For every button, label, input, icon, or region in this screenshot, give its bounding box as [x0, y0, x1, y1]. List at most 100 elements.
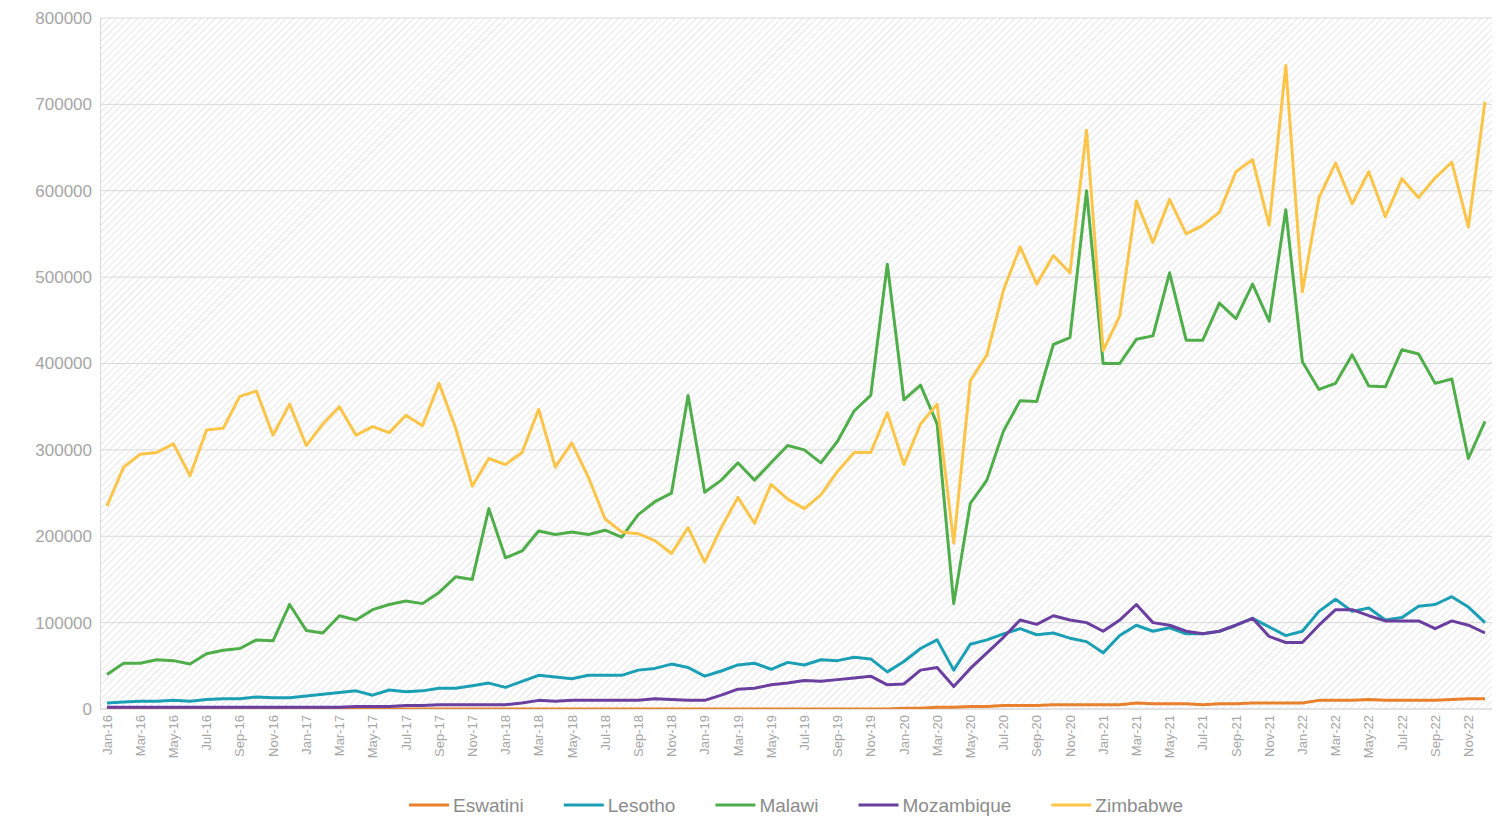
y-tick-label: 100000	[35, 614, 92, 633]
x-tick: Nov-21	[1262, 715, 1277, 757]
x-tick: Mar-20	[930, 715, 945, 756]
x-tick-label: Jul-16	[199, 715, 214, 750]
lines	[107, 66, 1485, 709]
x-tick: May-19	[764, 715, 779, 758]
x-tick-label: Jan-22	[1295, 715, 1310, 755]
x-tick-label: Jan-17	[299, 715, 314, 755]
x-tick: Sep-18	[631, 715, 646, 757]
series-line	[107, 604, 1485, 707]
x-tick-label: May-16	[166, 715, 181, 758]
x-tick: Sep-21	[1229, 715, 1244, 757]
x-tick-label: Nov-17	[465, 715, 480, 757]
x-tick-label: Jul-20	[996, 715, 1011, 750]
x-tick-label: Sep-16	[232, 715, 247, 757]
y-tick: 300000	[35, 441, 100, 460]
x-tick-label: Mar-17	[332, 715, 347, 756]
legend-swatch	[409, 804, 449, 807]
y-tick: 700000	[35, 95, 100, 114]
legend-swatch	[1051, 804, 1091, 807]
x-tick-label: Jan-19	[697, 715, 712, 755]
grid-line	[100, 363, 1492, 364]
x-tick: Nov-16	[266, 715, 281, 757]
y-tick-label: 700000	[35, 95, 92, 114]
x-tick-label: Mar-16	[133, 715, 148, 756]
x-tick-label: Jul-18	[598, 715, 613, 750]
x-tick: May-18	[565, 715, 580, 758]
y-tick-label: 500000	[35, 268, 92, 287]
x-tick-label: Mar-21	[1129, 715, 1144, 756]
legend-swatch	[715, 804, 755, 807]
x-tick: Jan-18	[498, 715, 513, 755]
y-tick: 400000	[35, 354, 100, 373]
x-tick: Nov-22	[1461, 715, 1476, 757]
legend: EswatiniLesothoMalawiMozambiqueZimbabwe	[409, 795, 1183, 816]
x-tick: Mar-19	[731, 715, 746, 756]
legend-label: Lesotho	[608, 795, 676, 816]
x-tick: Jan-16	[100, 715, 115, 755]
x-tick-label: Jul-19	[797, 715, 812, 750]
x-tick: Mar-18	[531, 715, 546, 756]
x-tick: Nov-19	[863, 715, 878, 757]
legend-item: Eswatini	[409, 795, 524, 816]
grid-line	[100, 536, 1492, 537]
x-tick-label: Nov-16	[266, 715, 281, 757]
x-tick-label: Sep-22	[1428, 715, 1443, 757]
x-tick-label: Sep-18	[631, 715, 646, 757]
y-tick: 200000	[35, 527, 100, 546]
legend-label: Zimbabwe	[1095, 795, 1183, 816]
y-tick-label: 0	[83, 700, 92, 719]
x-tick-label: Sep-20	[1029, 715, 1044, 757]
x-tick-label: Mar-19	[731, 715, 746, 756]
y-tick: 500000	[35, 268, 100, 287]
x-tick-label: Jan-16	[100, 715, 115, 755]
legend-item: Zimbabwe	[1051, 795, 1183, 816]
x-tick-label: Mar-20	[930, 715, 945, 756]
x-tick: Jan-22	[1295, 715, 1310, 755]
x-tick-label: Jan-20	[897, 715, 912, 755]
x-tick: Jul-21	[1195, 715, 1210, 750]
x-tick: May-20	[963, 715, 978, 758]
x-tick: Jul-16	[199, 715, 214, 750]
grid-line	[100, 622, 1492, 623]
legend-item: Mozambique	[859, 795, 1012, 816]
x-tick-label: Nov-19	[863, 715, 878, 757]
x-tick-label: May-17	[365, 715, 380, 758]
x-tick: May-17	[365, 715, 380, 758]
x-tick-label: Jul-21	[1195, 715, 1210, 750]
legend-item: Lesotho	[564, 795, 676, 816]
x-tick-label: Mar-22	[1328, 715, 1343, 756]
x-tick: May-21	[1162, 715, 1177, 758]
grid-line	[100, 18, 1492, 19]
y-tick: 800000	[35, 9, 100, 28]
grid-line	[100, 449, 1492, 450]
x-tick: Jul-20	[996, 715, 1011, 750]
y-tick-label: 200000	[35, 527, 92, 546]
y-tick-label: 600000	[35, 182, 92, 201]
y-axis-line	[100, 19, 101, 710]
x-tick: Sep-16	[232, 715, 247, 757]
grid-line	[100, 277, 1492, 278]
chart: 0 100000 200000 300000 400000 500000 600000 700…	[0, 0, 1506, 830]
x-tick: Jul-22	[1395, 715, 1410, 750]
x-tick-label: Sep-17	[432, 715, 447, 757]
x-tick-label: May-19	[764, 715, 779, 758]
x-tick-label: Mar-18	[531, 715, 546, 756]
series-line	[107, 191, 1485, 675]
x-tick-label: Nov-22	[1461, 715, 1476, 757]
y-tick-label: 400000	[35, 354, 92, 373]
x-tick: Jan-19	[697, 715, 712, 755]
x-tick: Jul-18	[598, 715, 613, 750]
series-line	[107, 597, 1485, 703]
y-tick-label: 800000	[35, 9, 92, 28]
x-tick: Jan-20	[897, 715, 912, 755]
grid	[100, 18, 1492, 709]
x-tick: Nov-18	[664, 715, 679, 757]
x-tick: May-22	[1361, 715, 1376, 758]
grid-line	[100, 190, 1492, 191]
x-tick: Mar-17	[332, 715, 347, 756]
x-tick-label: Nov-18	[664, 715, 679, 757]
x-tick: Mar-22	[1328, 715, 1343, 756]
x-tick-label: May-22	[1361, 715, 1376, 758]
x-tick: Sep-22	[1428, 715, 1443, 757]
y-tick: 600000	[35, 182, 100, 201]
